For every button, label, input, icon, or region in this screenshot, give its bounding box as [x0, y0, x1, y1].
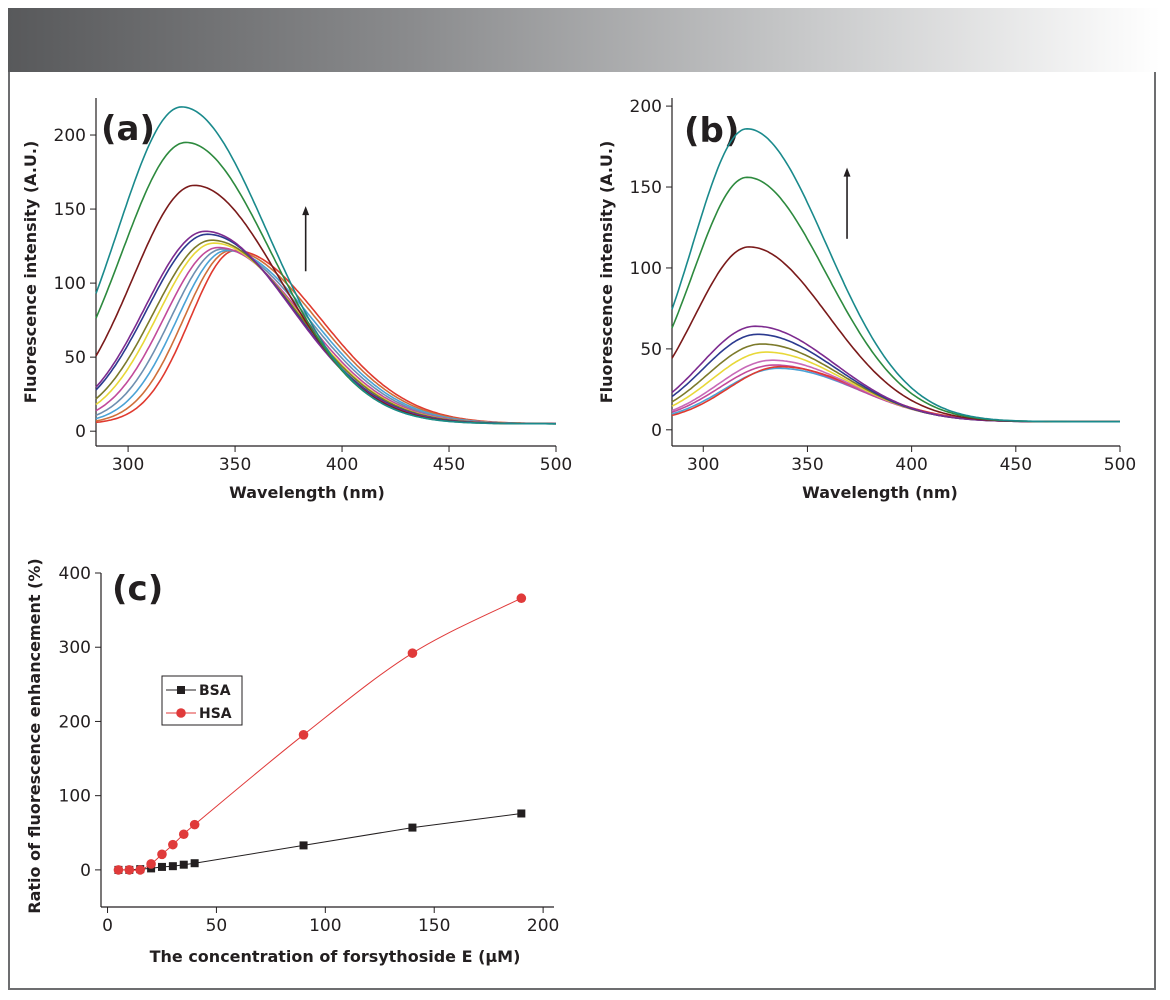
panel-a: (a) Wavelength (nm) Fluorescence intensi… — [21, 98, 572, 502]
panel-a-y-tick-label: 0 — [75, 422, 86, 442]
panel-c-hsa-point — [113, 865, 124, 875]
panel-c-bsa-point — [190, 859, 199, 868]
panel-c-bsa-point — [157, 862, 166, 871]
panel-c-x-tick-label: 0 — [102, 916, 113, 936]
panel-b: (b) Wavelength (nm) Fluorescence intensi… — [597, 97, 1136, 502]
panel-c-hsa-point — [178, 829, 189, 840]
panel-c-y-tick-label: 100 — [59, 787, 91, 807]
panel-c-hsa-point — [146, 859, 156, 869]
panel-c-y-tick-label: 0 — [80, 861, 91, 881]
panel-c-bsa-point — [179, 860, 188, 869]
panel-c-y-tick-label: 300 — [59, 638, 91, 658]
panel-b-spectrum-line — [671, 127, 1120, 423]
panel-a-spectrum-line — [95, 184, 556, 425]
panel-b-spectrum-line — [671, 246, 1120, 423]
panel-b-arrow-head — [843, 167, 851, 177]
panel-a-ylabel: Fluorescence intensity (A.U.) — [21, 141, 40, 404]
panel-b-x-tick-label: 350 — [791, 455, 823, 475]
panel-c-hsa-line — [118, 597, 522, 871]
panel-b-spectrum-line — [671, 364, 1120, 423]
panel-c-hsa-point — [168, 839, 178, 850]
panel-b-label: (b) — [684, 111, 739, 151]
panel-c-bsa-point — [517, 809, 526, 818]
panel-b-spectrum-line — [671, 176, 1120, 423]
panel-c-hsa-point — [407, 648, 418, 658]
panel-a-y-tick-label: 50 — [64, 348, 86, 368]
panel-b-spectrum-line — [671, 333, 1120, 423]
panel-a-y-tick-label: 100 — [54, 274, 86, 294]
panel-a-arrow-head — [302, 206, 310, 216]
legend-bsa-marker — [177, 686, 185, 694]
legend-hsa-marker — [176, 708, 186, 718]
panel-c-x-tick-label: 50 — [206, 916, 228, 936]
panel-c-y-tick-label: 400 — [59, 564, 91, 584]
panel-c: (c) The concentration of forsythoside E … — [25, 558, 559, 966]
panel-b-x-tick-label: 500 — [1104, 455, 1136, 475]
panel-b-x-tick-label: 450 — [1000, 455, 1032, 475]
panel-c-hsa-point — [298, 730, 309, 740]
panel-b-y-tick-label: 100 — [630, 259, 662, 279]
panel-c-legend: BSA HSA — [161, 675, 243, 726]
panel-c-bsa-point — [299, 841, 308, 850]
panel-a-y-tick-label: 150 — [54, 200, 86, 220]
panel-a-x-tick-label: 500 — [540, 455, 572, 475]
panel-a-x-tick-label: 350 — [219, 455, 251, 475]
panel-c-xlabel: The concentration of forsythoside E (μM) — [150, 947, 521, 966]
panel-a-x-tick-label: 400 — [326, 455, 358, 475]
panel-c-label: (c) — [112, 569, 163, 609]
panel-c-bsa-line — [118, 813, 522, 871]
panel-a-spectrum-line — [95, 239, 556, 425]
panel-b-ylabel: Fluorescence intensity (A.U.) — [597, 141, 616, 404]
panel-b-spectrum-line — [671, 325, 1120, 423]
panel-c-ylabel: Ratio of fluorescence enhancement (%) — [25, 558, 44, 913]
panel-c-hsa-point — [189, 819, 200, 830]
panel-b-y-tick-label: 50 — [640, 340, 662, 360]
panel-b-x-tick-label: 400 — [895, 455, 927, 475]
panel-c-hsa-point — [516, 593, 527, 604]
legend-hsa-label: HSA — [199, 706, 232, 722]
panel-b-y-tick-label: 0 — [651, 421, 662, 441]
panel-b-spectrum-line — [671, 351, 1120, 423]
panel-a-y-tick-label: 200 — [54, 126, 86, 146]
panel-c-legend-box — [161, 675, 243, 726]
panel-a-spectrum-line — [95, 141, 556, 425]
panel-a-spectrum-line — [95, 230, 556, 425]
panel-b-y-tick-label: 150 — [630, 178, 662, 198]
panel-a-x-tick-label: 450 — [433, 455, 465, 475]
panel-a-xlabel: Wavelength (nm) — [229, 483, 385, 502]
header-bar — [8, 8, 1160, 72]
panel-a-spectrum-line — [95, 106, 556, 425]
legend-bsa-label: BSA — [199, 683, 231, 699]
panel-b-xlabel: Wavelength (nm) — [802, 483, 958, 502]
panel-c-bsa-point — [408, 823, 417, 832]
panel-b-spectrum-line — [671, 343, 1120, 423]
panel-c-y-tick-label: 200 — [59, 712, 91, 732]
panel-c-bsa-point — [168, 862, 177, 871]
panel-c-x-tick-label: 100 — [309, 916, 341, 936]
panel-a-label: (a) — [101, 109, 155, 149]
panel-c-x-tick-label: 150 — [418, 916, 450, 936]
panel-c-hsa-point — [135, 865, 146, 875]
panel-c-hsa-point — [124, 865, 135, 875]
panel-b-x-tick-label: 300 — [687, 455, 719, 475]
panel-b-y-tick-label: 200 — [630, 97, 662, 117]
panel-c-x-tick-label: 200 — [527, 916, 559, 936]
panel-a-x-tick-label: 300 — [112, 455, 144, 475]
panel-c-hsa-point — [157, 849, 167, 860]
figure-frame — [8, 72, 1156, 990]
